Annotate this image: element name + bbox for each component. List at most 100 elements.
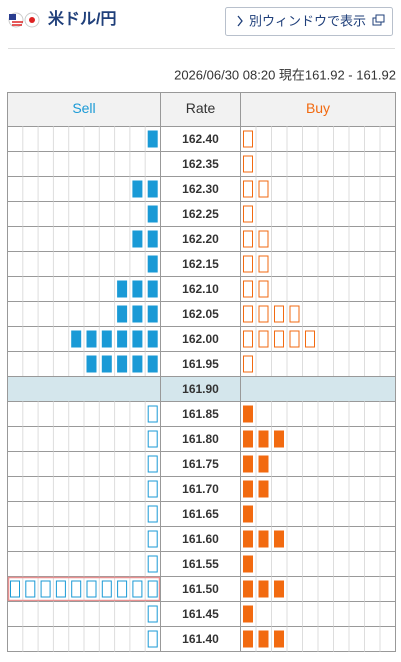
rate: 162.35 (182, 157, 219, 171)
rate: 162.20 (182, 232, 219, 246)
sell-block (147, 605, 158, 623)
row-bg (7, 376, 396, 402)
column-header: Rate (186, 100, 216, 116)
buy-block (243, 280, 253, 298)
buy-block (305, 330, 315, 348)
buy-block (274, 330, 284, 348)
buy-block (274, 430, 284, 448)
buy-block (258, 330, 269, 348)
buy-block (258, 280, 269, 298)
row-bg (7, 551, 396, 577)
column-header: Buy (306, 100, 330, 116)
row-bg (7, 626, 396, 652)
highlight (7, 576, 161, 602)
sell-block (147, 555, 158, 573)
sell-block (117, 280, 128, 298)
buy-block (274, 580, 284, 598)
rate: 161.75 (182, 457, 219, 471)
rate: 162.40 (182, 132, 219, 146)
buy-block (243, 180, 253, 198)
buy-block (243, 580, 253, 598)
buy-block (243, 430, 253, 448)
sell-block (132, 330, 143, 348)
rate: 162.10 (182, 282, 219, 296)
buy-block (243, 455, 253, 473)
buy-block (258, 530, 269, 548)
buy-block (243, 130, 253, 148)
sell-block (117, 330, 128, 348)
rate: 161.40 (182, 632, 219, 646)
buy-block (274, 305, 284, 323)
sell-block (40, 580, 51, 598)
sell-block (55, 580, 66, 598)
buy-block (258, 580, 269, 598)
buy-block (258, 480, 269, 498)
sell-block (147, 505, 158, 523)
buy-block (243, 405, 253, 423)
sell-block (147, 205, 158, 223)
row-bg (7, 451, 396, 477)
buy-block (243, 505, 253, 523)
sell-block (117, 355, 128, 373)
buy-block (243, 155, 253, 173)
buy-block (243, 605, 253, 623)
sell-block (132, 305, 143, 323)
sell-block (147, 430, 158, 448)
buy-block (243, 230, 253, 248)
sell-block (132, 180, 143, 198)
sell-block (132, 230, 143, 248)
rate: 161.85 (182, 407, 219, 421)
buy-block (289, 305, 300, 323)
sell-block (132, 355, 143, 373)
table: Sell Rate Buy 162.40 162.35 162.30 162.25 162.2… (7, 92, 396, 652)
rate: 161.65 (182, 507, 219, 521)
buy-block (258, 455, 269, 473)
row-bg (7, 501, 396, 527)
sell-block (101, 355, 112, 373)
sell-block (147, 130, 158, 148)
buy-block (258, 180, 269, 198)
buy-block (258, 305, 269, 323)
row-bg (7, 601, 396, 627)
sell-block (147, 630, 158, 648)
row-bg (7, 526, 396, 552)
button-label[interactable]: 別ウィンドウで表示 (249, 13, 366, 28)
rate: 161.60 (182, 532, 219, 546)
buy-block (243, 305, 253, 323)
column-header: Sell (72, 100, 95, 116)
row-bg (7, 301, 396, 327)
rate: 161.90 (182, 382, 219, 396)
sell-block (117, 580, 128, 598)
buy-block (243, 630, 253, 648)
sell-block (147, 255, 158, 273)
open-window-button[interactable]: 別ウィンドウで表示 (225, 7, 393, 36)
buy-block (274, 530, 284, 548)
sell-block (147, 280, 158, 298)
sell-block (25, 580, 36, 598)
sell-block (71, 330, 82, 348)
row-bg (7, 426, 396, 452)
sell-block (71, 580, 82, 598)
row-bg (7, 176, 396, 202)
buy-block (243, 555, 253, 573)
rate: 161.50 (182, 582, 219, 596)
buy-block (274, 630, 284, 648)
sell-block (86, 580, 97, 598)
title: 米ドル/円 (48, 9, 116, 28)
sell-block (147, 305, 158, 323)
rate: 162.00 (182, 332, 219, 346)
buy-block (243, 530, 253, 548)
rate: 161.70 (182, 482, 219, 496)
rate: 162.30 (182, 182, 219, 196)
row-bg (7, 151, 396, 177)
buy-block (243, 355, 253, 373)
sell-block (147, 230, 158, 248)
sell-block (117, 305, 128, 323)
buy-block (258, 430, 269, 448)
sell-block (86, 355, 97, 373)
sell-block (147, 580, 158, 598)
rate: 161.55 (182, 557, 219, 571)
rate: 161.95 (182, 357, 219, 371)
